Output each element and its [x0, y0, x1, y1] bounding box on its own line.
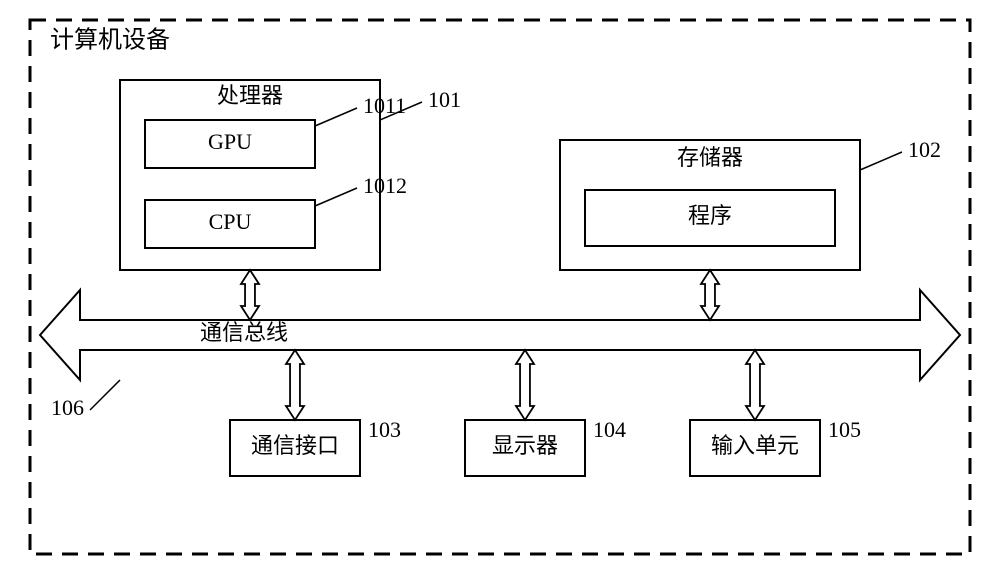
comm-interface-label: 通信接口: [251, 433, 339, 458]
computer-device-title: 计算机设备: [50, 27, 170, 54]
input-unit-ref: 105: [828, 417, 861, 442]
comm-interface-ref: 103: [368, 417, 401, 442]
program-label: 程序: [688, 203, 732, 228]
memory-label: 存储器: [677, 145, 743, 170]
gpu-ref: 1011: [363, 93, 406, 118]
bus-ref: 106: [51, 395, 84, 420]
canvas-bg: [0, 0, 1000, 574]
processor-ref: 101: [428, 87, 461, 112]
input-unit-label: 输入单元: [711, 433, 799, 458]
display-label: 显示器: [492, 433, 558, 458]
cpu-label: CPU: [209, 209, 252, 234]
memory-ref: 102: [908, 137, 941, 162]
processor-label: 处理器: [217, 83, 283, 108]
bus-label: 通信总线: [200, 320, 288, 345]
display-ref: 104: [593, 417, 626, 442]
gpu-label: GPU: [208, 129, 252, 154]
cpu-ref: 1012: [363, 173, 407, 198]
